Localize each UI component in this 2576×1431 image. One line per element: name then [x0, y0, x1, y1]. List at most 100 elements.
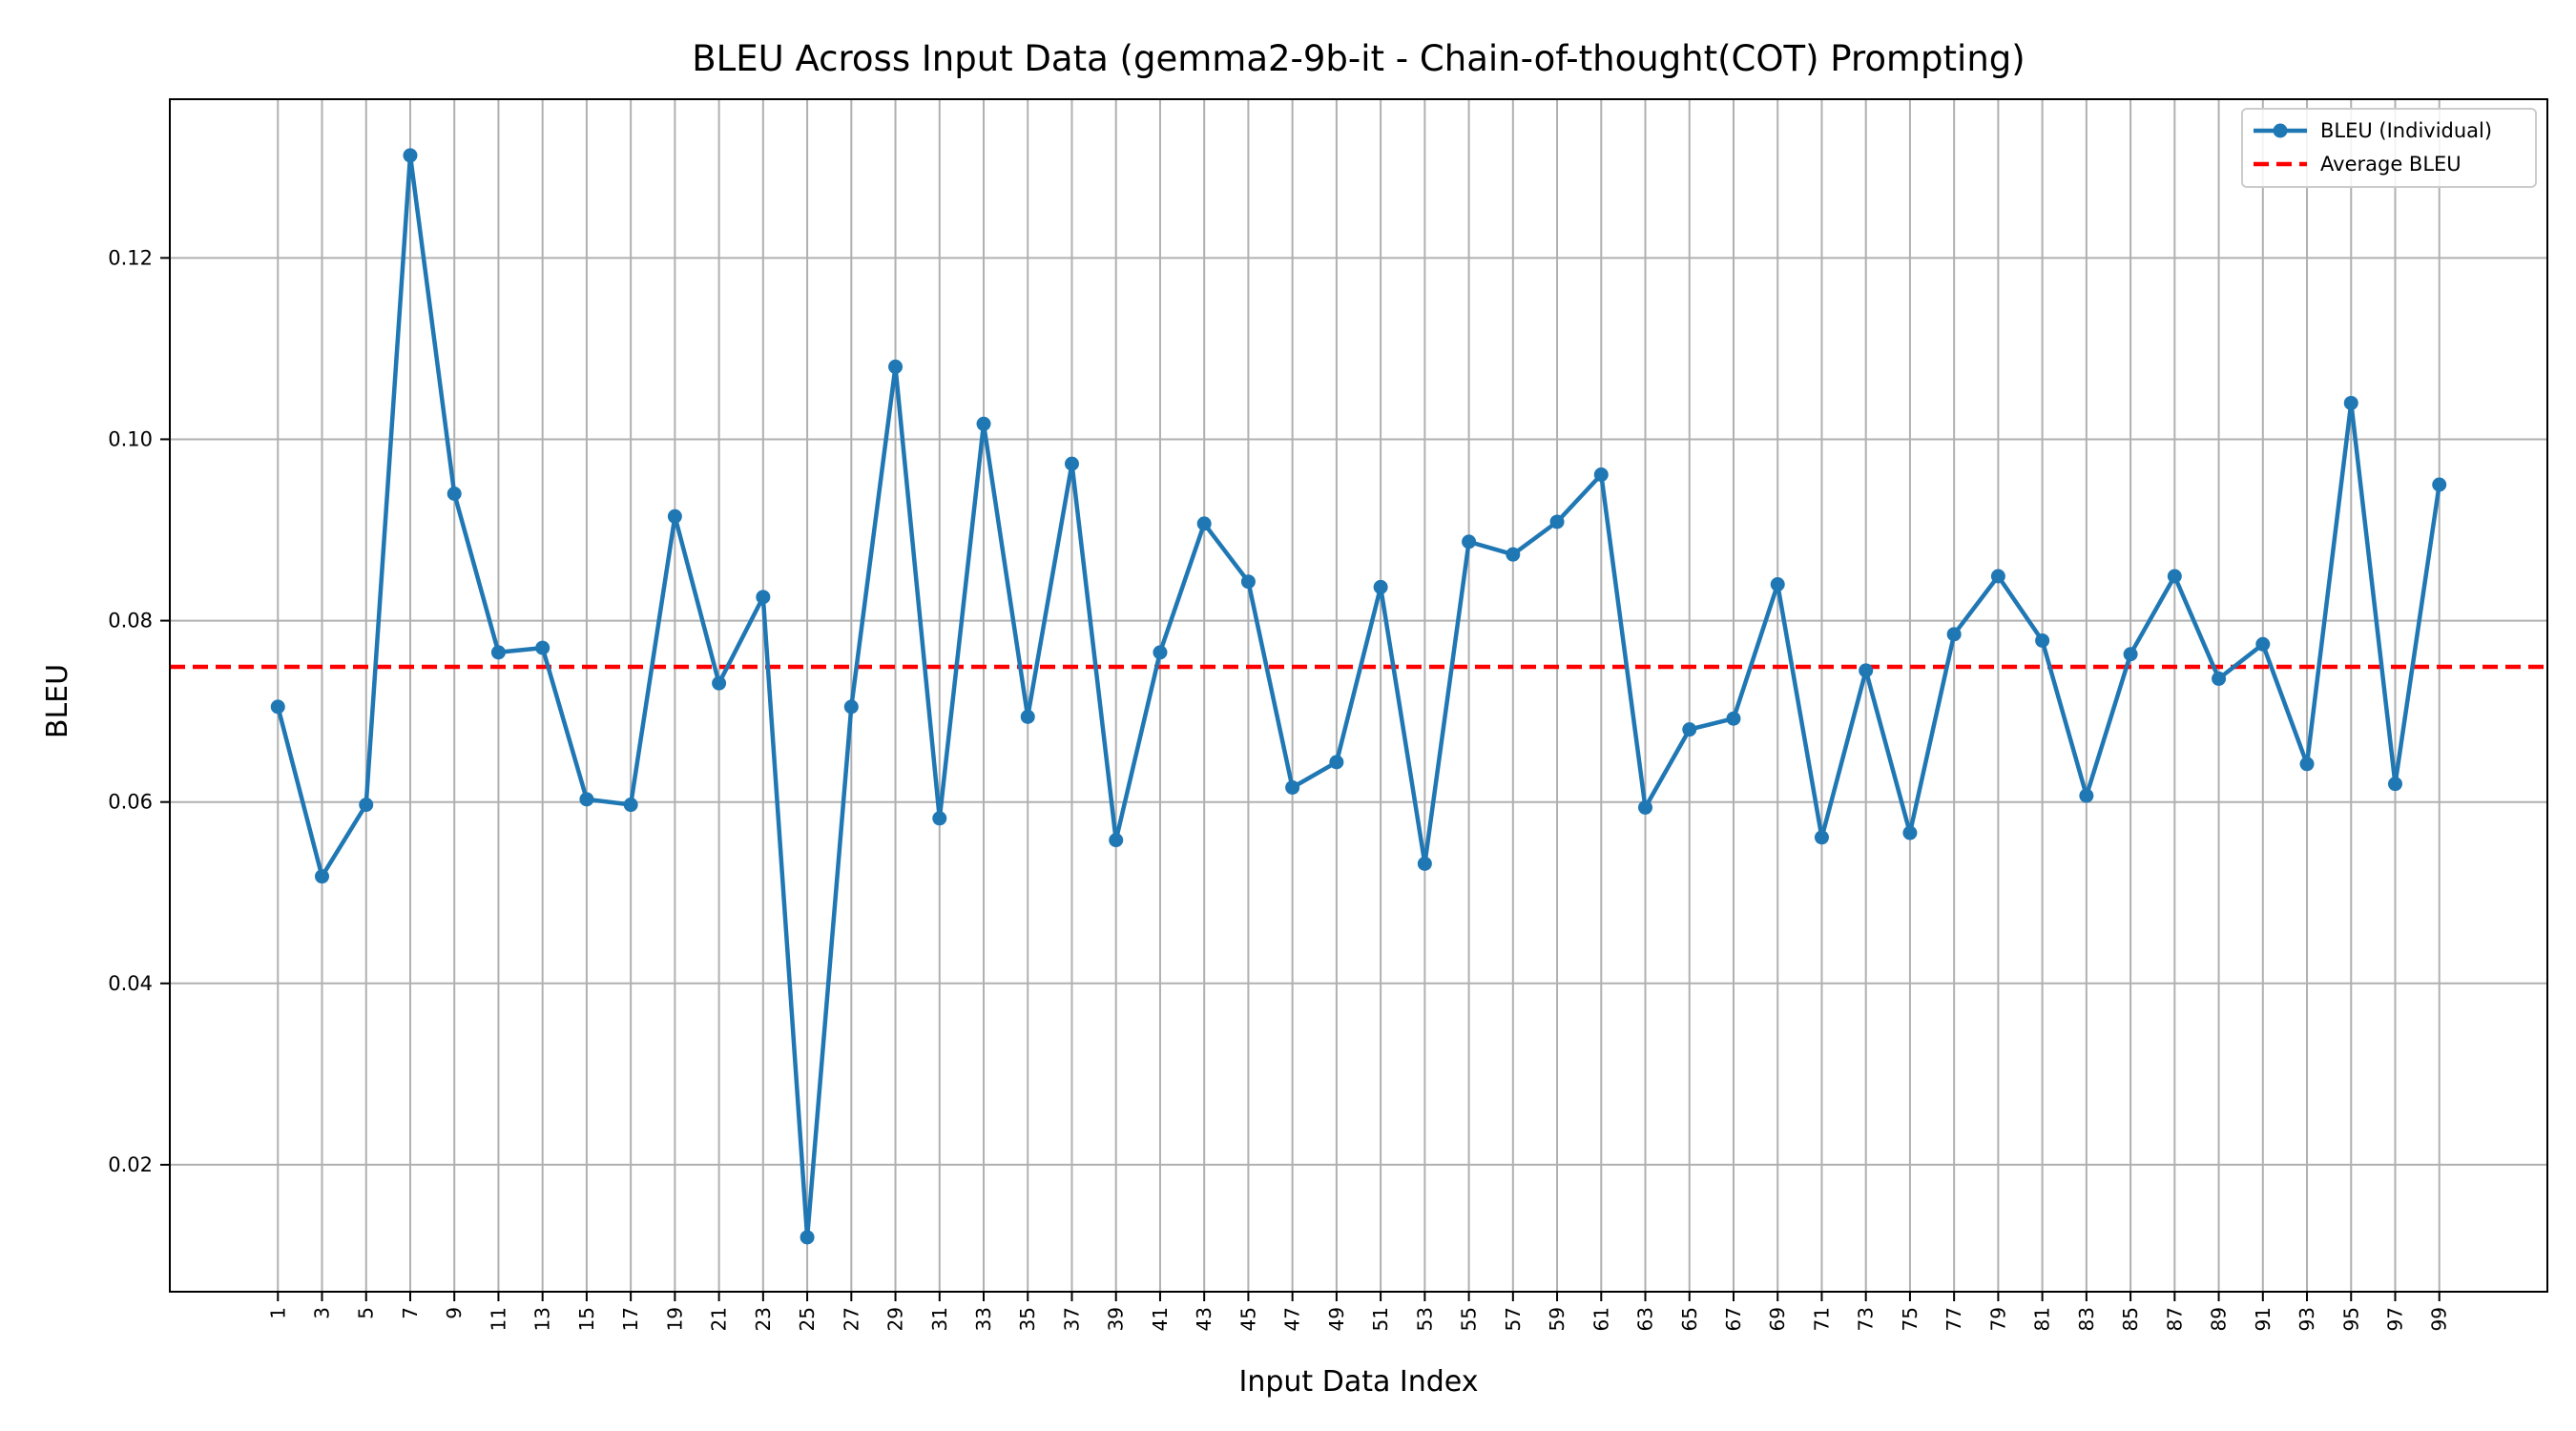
data-point	[843, 699, 859, 715]
data-point	[932, 811, 947, 826]
x-tick-label: 47	[1281, 1307, 1304, 1331]
x-tick-label: 21	[708, 1307, 731, 1331]
y-axis-ticks: 0.02 0.04 0.06 0.08 0.10 0.12	[108, 246, 170, 1176]
data-point	[2255, 636, 2271, 652]
legend-label-average-bleu: Average BLEU	[2320, 153, 2462, 176]
data-point	[270, 699, 285, 715]
x-tick-label: 79	[1986, 1307, 2009, 1331]
x-tick-label: 9	[443, 1307, 466, 1319]
legend-box	[2241, 108, 2537, 188]
x-tick-label: 35	[1016, 1307, 1039, 1331]
data-point	[2212, 671, 2227, 686]
x-tick-label: 41	[1149, 1307, 1172, 1331]
x-tick-label: 61	[1589, 1307, 1612, 1331]
x-tick-label: 27	[840, 1307, 862, 1331]
x-tick-label: 67	[1722, 1307, 1745, 1331]
x-tick-label: 71	[1810, 1307, 1833, 1331]
x-tick-label: 99	[2428, 1307, 2451, 1331]
data-point	[1417, 856, 1432, 871]
data-point	[2432, 477, 2447, 492]
data-point	[1020, 709, 1035, 724]
data-point	[1814, 830, 1829, 845]
data-point	[756, 590, 771, 605]
data-point	[623, 798, 638, 813]
data-point	[1506, 547, 1521, 562]
x-tick-label: 65	[1678, 1307, 1701, 1331]
x-tick-label: 91	[2252, 1307, 2275, 1331]
data-point	[1549, 514, 1565, 529]
x-tick-label: 5	[355, 1307, 378, 1319]
x-tick-label: 81	[2031, 1307, 2054, 1331]
data-point	[712, 675, 727, 691]
data-point	[1153, 645, 1168, 660]
data-point	[2079, 788, 2094, 803]
x-tick-label: 51	[1369, 1307, 1392, 1331]
data-point	[447, 486, 462, 501]
data-point	[1946, 627, 1962, 642]
x-tick-label: 93	[2296, 1307, 2318, 1331]
data-point	[2035, 633, 2050, 648]
x-tick-label: 17	[619, 1307, 642, 1331]
x-tick-label: 15	[575, 1307, 598, 1331]
data-point	[1682, 722, 1697, 737]
data-point	[1285, 779, 1300, 795]
x-tick-label: 97	[2383, 1307, 2406, 1331]
data-point	[1373, 579, 1388, 594]
x-tick-label: 1	[266, 1307, 289, 1319]
x-tick-label: 63	[1634, 1307, 1657, 1331]
y-tick-label: 0.02	[108, 1153, 153, 1176]
x-tick-label: 55	[1458, 1307, 1481, 1331]
bleu-individual-line	[276, 153, 2441, 1240]
x-tick-label: 23	[752, 1307, 775, 1331]
x-tick-label: 59	[1546, 1307, 1568, 1331]
data-point	[1726, 711, 1741, 726]
x-tick-label: 77	[1942, 1307, 1965, 1331]
data-point	[1990, 569, 2005, 584]
data-point	[1859, 663, 1874, 678]
x-tick-label: 19	[663, 1307, 686, 1331]
data-point	[1196, 516, 1212, 531]
data-point	[1240, 574, 1256, 590]
legend-label-bleu-individual: BLEU (Individual)	[2320, 119, 2492, 142]
x-axis-label: Input Data Index	[1239, 1365, 1479, 1399]
x-tick-label: 49	[1325, 1307, 1348, 1331]
y-tick-label: 0.06	[108, 791, 153, 814]
x-tick-label: 3	[311, 1307, 334, 1319]
data-point	[1064, 456, 1079, 471]
data-point	[2343, 395, 2358, 410]
x-tick-label: 29	[884, 1307, 907, 1331]
data-point	[888, 359, 904, 374]
x-tick-label: 75	[1899, 1307, 1922, 1331]
x-tick-label: 37	[1060, 1307, 1083, 1331]
legend: BLEU (Individual) Average BLEU	[2241, 108, 2537, 188]
y-tick-label: 0.08	[108, 610, 153, 633]
x-tick-label: 73	[1855, 1307, 1878, 1331]
x-tick-label: 95	[2339, 1307, 2362, 1331]
x-tick-label: 89	[2208, 1307, 2231, 1331]
data-point	[2123, 647, 2138, 662]
x-tick-label: 87	[2163, 1307, 2186, 1331]
x-tick-label: 39	[1105, 1307, 1128, 1331]
x-tick-label: 85	[2119, 1307, 2142, 1331]
data-point	[1462, 534, 1477, 550]
data-point	[2167, 569, 2182, 584]
x-tick-label: 25	[796, 1307, 819, 1331]
data-point	[490, 645, 506, 660]
data-point	[667, 508, 682, 524]
data-point	[535, 640, 551, 655]
y-tick-label: 0.10	[108, 427, 153, 450]
data-point	[315, 869, 330, 884]
plot-frame	[169, 98, 2548, 1293]
x-tick-label: 33	[972, 1307, 995, 1331]
data-point	[1902, 825, 1918, 840]
data-point	[2387, 777, 2402, 792]
y-tick-label: 0.12	[108, 246, 153, 269]
x-tick-label: 57	[1502, 1307, 1525, 1331]
data-point	[1329, 755, 1344, 770]
data-point	[1770, 577, 1785, 592]
chart-title: BLEU Across Input Data (gemma2-9b-it - C…	[692, 38, 2025, 79]
y-axis-label: BLEU	[41, 664, 74, 738]
x-tick-label: 11	[487, 1307, 509, 1331]
